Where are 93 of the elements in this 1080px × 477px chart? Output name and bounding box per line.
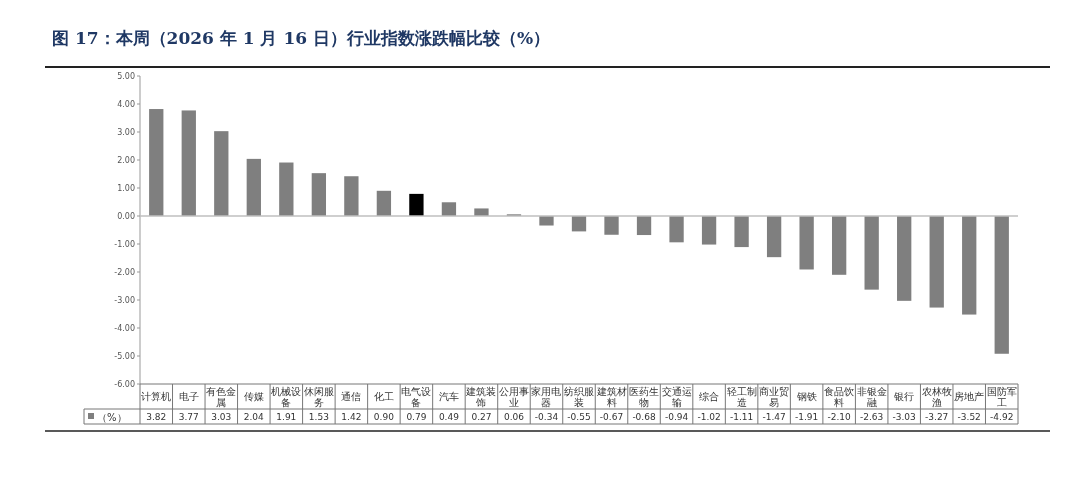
data-label: -3.52 <box>957 412 981 422</box>
x-tick-label: 机械设备 <box>271 386 302 408</box>
data-label: 0.49 <box>438 412 460 422</box>
bar <box>181 110 196 216</box>
data-label: -0.67 <box>599 412 624 422</box>
x-tick-label: 非银金融 <box>856 386 887 408</box>
x-tick-label: 化工 <box>373 391 394 402</box>
bar <box>864 216 879 290</box>
bar <box>409 193 424 216</box>
x-tick-label: 轻工制造 <box>726 386 757 408</box>
x-tick-label: 电气设备 <box>401 386 432 408</box>
y-tick-label: 4.00 <box>117 100 135 109</box>
bar <box>831 216 847 275</box>
bar <box>539 216 554 226</box>
y-tick-label: 1.00 <box>117 184 135 193</box>
bar <box>214 131 229 216</box>
bar <box>734 216 749 248</box>
x-tick-label: 房地产 <box>954 391 985 402</box>
data-label: -1.11 <box>729 412 754 422</box>
x-tick-label: 交通运输 <box>661 386 692 408</box>
x-tick-label: 钢铁 <box>795 391 817 402</box>
data-label: 0.79 <box>406 412 427 422</box>
chart-title: 图 17：本周（2026 年 1 月 16 日）行业指数涨跌幅比较（%） <box>52 28 551 48</box>
bar <box>441 202 457 216</box>
legend: （%） <box>88 412 127 423</box>
y-tick-label: 2.00 <box>117 156 135 165</box>
data-label: -1.02 <box>697 412 721 422</box>
data-label: -2.63 <box>860 412 884 422</box>
bar <box>929 216 944 308</box>
bar <box>962 216 977 315</box>
data-label: 3.03 <box>211 412 232 422</box>
data-label: 0.27 <box>471 412 492 422</box>
x-tick-label: 纺织服装 <box>564 386 594 408</box>
x-tick-label: 商业贸易 <box>759 386 790 408</box>
x-tick-label: 建筑装饰 <box>465 386 497 408</box>
y-tick-label: 3.00 <box>117 128 135 137</box>
x-tick-label: 医药生物 <box>629 386 660 408</box>
bar <box>766 216 782 258</box>
y-tick-label: -3.00 <box>114 296 135 305</box>
x-tick-label: 通信 <box>341 391 362 402</box>
data-label: 1.42 <box>341 412 362 422</box>
x-tick-label: 家用电器 <box>531 386 562 408</box>
data-label: 3.77 <box>178 412 199 422</box>
bar <box>149 109 164 216</box>
data-label: -2.10 <box>827 412 852 422</box>
data-label: 2.04 <box>243 412 265 422</box>
bar <box>799 216 814 270</box>
bar <box>279 162 294 216</box>
data-label: 1.91 <box>276 412 297 422</box>
data-label: 0.06 <box>503 412 525 422</box>
y-tick-label: -1.00 <box>114 240 135 249</box>
data-label: -0.68 <box>632 412 656 422</box>
y-tick-label: -2.00 <box>114 268 135 277</box>
y-tick-label: 0.00 <box>117 212 135 221</box>
y-tick-label: -6.00 <box>114 380 135 389</box>
x-tick-label: 国防军工 <box>986 386 1017 408</box>
data-label: -3.27 <box>925 412 949 422</box>
bar <box>701 216 717 245</box>
x-tick-label: 计算机 <box>141 391 172 402</box>
x-tick-label: 建筑材料 <box>595 386 627 408</box>
data-label: 3.82 <box>146 412 167 422</box>
x-tick-label: 休闲服务 <box>303 386 334 408</box>
data-label: 1.53 <box>308 412 329 422</box>
bar <box>636 216 652 236</box>
bar <box>246 158 261 216</box>
x-tick-label: 银行 <box>893 391 915 402</box>
x-tick-label: 有色金属 <box>206 386 237 408</box>
legend-label: （%） <box>97 412 127 423</box>
data-label: -0.94 <box>664 412 689 422</box>
data-label: -3.03 <box>892 412 916 422</box>
bar <box>344 176 359 216</box>
y-tick-label: -4.00 <box>114 324 135 333</box>
y-tick-label: -5.00 <box>114 352 135 361</box>
x-tick-label: 食品饮料 <box>824 386 855 408</box>
data-label: 0.90 <box>373 412 395 422</box>
data-label: -1.91 <box>794 412 819 422</box>
bar <box>604 216 619 235</box>
x-tick-label: 公用事业 <box>498 386 529 408</box>
x-tick-label: 汽车 <box>438 391 459 402</box>
y-tick-label: 5.00 <box>117 72 135 81</box>
bar <box>311 173 327 216</box>
x-tick-label: 传媒 <box>243 391 264 402</box>
data-label: -4.92 <box>990 412 1014 422</box>
bar <box>897 216 912 301</box>
x-tick-label: 电子 <box>178 391 199 402</box>
data-label: -0.55 <box>567 412 591 422</box>
data-label: -0.34 <box>534 412 559 422</box>
x-tick-label: 农林牧渔 <box>921 386 952 408</box>
bar <box>376 190 392 216</box>
bar <box>994 216 1009 354</box>
bar <box>669 216 684 243</box>
data-label: -1.47 <box>762 412 786 422</box>
x-tick-label: 综合 <box>699 391 720 402</box>
